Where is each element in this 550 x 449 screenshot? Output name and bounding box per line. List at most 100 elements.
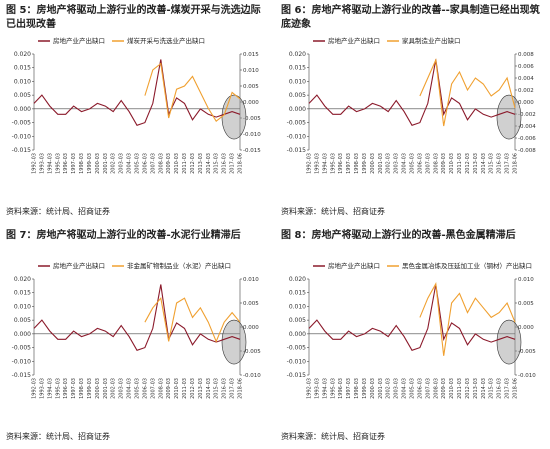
x-tick-label: 2014-03 [481, 378, 487, 399]
y-tick-label: -0.010 [12, 133, 32, 140]
x-tick-label: 2003-03 [394, 153, 400, 174]
x-tick-label: 2003-03 [119, 378, 125, 399]
x-tick-label: 2001-03 [103, 153, 109, 174]
x-tick-label: 2003-03 [394, 378, 400, 399]
source-note: 资料来源：统计局、招商证券 [281, 207, 385, 216]
x-tick-label: 2001-03 [378, 378, 384, 399]
y-tick-label: 0.005 [14, 92, 31, 99]
x-tick-label: 2018-06 [513, 378, 519, 399]
series-line [308, 59, 516, 126]
x-tick-label: 1997-03 [71, 378, 77, 399]
y-tick-label: 0.010 [289, 78, 306, 85]
legend-label: 房地产业产出缺口 [328, 36, 380, 45]
chart-title: 图 6：房地产将驱动上游行业的改善--家具制造已经出现筑底迹象 [281, 5, 540, 30]
y-tick-label: 0.015 [289, 290, 306, 297]
x-tick-label: 1992-03 [307, 153, 313, 174]
x-tick-label: 2014-03 [206, 378, 212, 399]
chart-title: 图 5：房地产将驱动上游行业的改善-煤炭开采与洗选边际已出现改善 [6, 5, 261, 30]
y2-tick-label: -0.005 [518, 349, 536, 355]
x-tick-label: 2015-03 [214, 378, 220, 399]
x-tick-label: 2016-03 [222, 378, 228, 399]
x-tick-label: 2018-06 [513, 153, 519, 174]
chart-panel: 图 5：房地产将驱动上游行业的改善-煤炭开采与洗选边际已出现改善 -0.015 -0… [0, 0, 275, 222]
x-tick-label: 2012-03 [465, 153, 471, 174]
y-tick-label: 0.020 [289, 276, 306, 283]
y-tick-label: -0.005 [12, 120, 32, 127]
x-tick-label: 2002-03 [111, 153, 117, 174]
x-tick-label: 2005-03 [410, 153, 416, 174]
x-tick-label: 1999-03 [87, 378, 93, 399]
x-tick-label: 1997-03 [346, 378, 352, 399]
y-tick-label: -0.005 [287, 120, 307, 127]
x-tick-label: 2016-03 [497, 378, 503, 399]
chart: -0.015 -0.010 -0.005 0.000 0.005 0.010 0.015 0.… [12, 261, 262, 399]
x-tick-label: 2000-03 [95, 378, 101, 399]
x-tick-label: 2013-03 [198, 153, 204, 174]
x-tick-label: 2007-03 [425, 153, 431, 174]
y2-tick-label: -0.005 [243, 349, 261, 355]
x-tick-label: 1992-03 [307, 378, 313, 399]
x-tick-label: 2008-03 [433, 153, 439, 174]
x-tick-label: 2008-03 [433, 378, 439, 399]
x-tick-label: 2015-03 [214, 153, 220, 174]
y2-tick-label: -0.015 [243, 148, 261, 154]
y-tick-label: 0.005 [289, 317, 306, 324]
x-tick-label: 1998-03 [354, 378, 360, 399]
x-tick-label: 2000-03 [370, 378, 376, 399]
source-note: 资料来源：统计局、招商证券 [281, 432, 385, 441]
x-tick-label: 2016-03 [222, 153, 228, 174]
y2-tick-label: 0.000 [518, 100, 534, 106]
series-line [144, 62, 241, 123]
source-note: 资料来源：统计局、招商证券 [6, 207, 110, 216]
y-tick-label: 0.000 [14, 331, 31, 338]
y2-tick-label: 0.015 [243, 52, 259, 58]
y-tick-label: 0.015 [14, 290, 31, 297]
x-tick-label: 2016-03 [497, 153, 503, 174]
legend-label: 家具制造业产出缺口 [402, 36, 461, 45]
y2-tick-label: -0.010 [243, 373, 261, 379]
y-tick-label: 0.000 [14, 106, 31, 113]
x-tick-label: 2005-03 [135, 378, 141, 399]
y-tick-label: -0.015 [12, 372, 32, 379]
chart-panel: 图 7：房地产将驱动上游行业的改善-水泥行业精滞后 -0.015 -0.010 -0.… [0, 225, 275, 447]
legend-label: 煤炭开采与洗选业产出缺口 [127, 36, 205, 45]
y2-tick-label: -0.008 [518, 148, 536, 154]
x-tick-label: 2011-03 [457, 153, 463, 174]
y2-tick-label: -0.004 [518, 124, 536, 130]
x-tick-label: 1996-03 [338, 153, 344, 174]
x-tick-label: 1993-03 [314, 153, 320, 174]
y2-tick-label: -0.006 [518, 136, 536, 142]
legend-label: 非金属矿物制品业（水泥）产出缺口 [127, 261, 231, 270]
x-tick-label: 2004-03 [127, 378, 133, 399]
x-tick-label: 1993-03 [39, 153, 45, 174]
x-tick-label: 2007-03 [150, 153, 156, 174]
x-tick-label: 2004-03 [402, 153, 408, 174]
y-tick-label: -0.010 [287, 358, 307, 365]
x-tick-label: 2010-03 [174, 378, 180, 399]
chart-panel: 图 8：房地产将驱动上游行业的改善-黑色金属精滞后 -0.015 -0.010 -0.… [275, 225, 550, 447]
series-line [33, 59, 241, 126]
x-tick-label: 2005-03 [410, 378, 416, 399]
y2-tick-label: 0.000 [243, 100, 259, 106]
x-tick-label: 1995-03 [55, 378, 61, 399]
y-tick-label: 0.015 [289, 65, 306, 72]
y-tick-label: 0.015 [14, 65, 31, 72]
x-tick-label: 1998-03 [354, 153, 360, 174]
y2-tick-label: 0.010 [518, 277, 534, 283]
x-tick-label: 2017-03 [230, 378, 236, 399]
highlight-ellipse [221, 94, 247, 140]
y-tick-label: 0.005 [289, 92, 306, 99]
legend-label: 房地产业产出缺口 [328, 261, 380, 270]
y-tick-label: -0.005 [12, 345, 32, 352]
chart: -0.015 -0.010 -0.005 0.000 0.005 0.010 0.015 0.… [287, 261, 537, 399]
x-tick-label: 2004-03 [127, 153, 133, 174]
x-tick-label: 2010-03 [174, 153, 180, 174]
x-tick-label: 2006-03 [417, 153, 423, 174]
x-tick-label: 1999-03 [362, 378, 368, 399]
x-tick-label: 1995-03 [330, 153, 336, 174]
x-tick-label: 1997-03 [71, 153, 77, 174]
x-tick-label: 1993-03 [314, 378, 320, 399]
y-tick-label: 0.010 [14, 303, 31, 310]
y2-tick-label: 0.005 [518, 301, 534, 307]
